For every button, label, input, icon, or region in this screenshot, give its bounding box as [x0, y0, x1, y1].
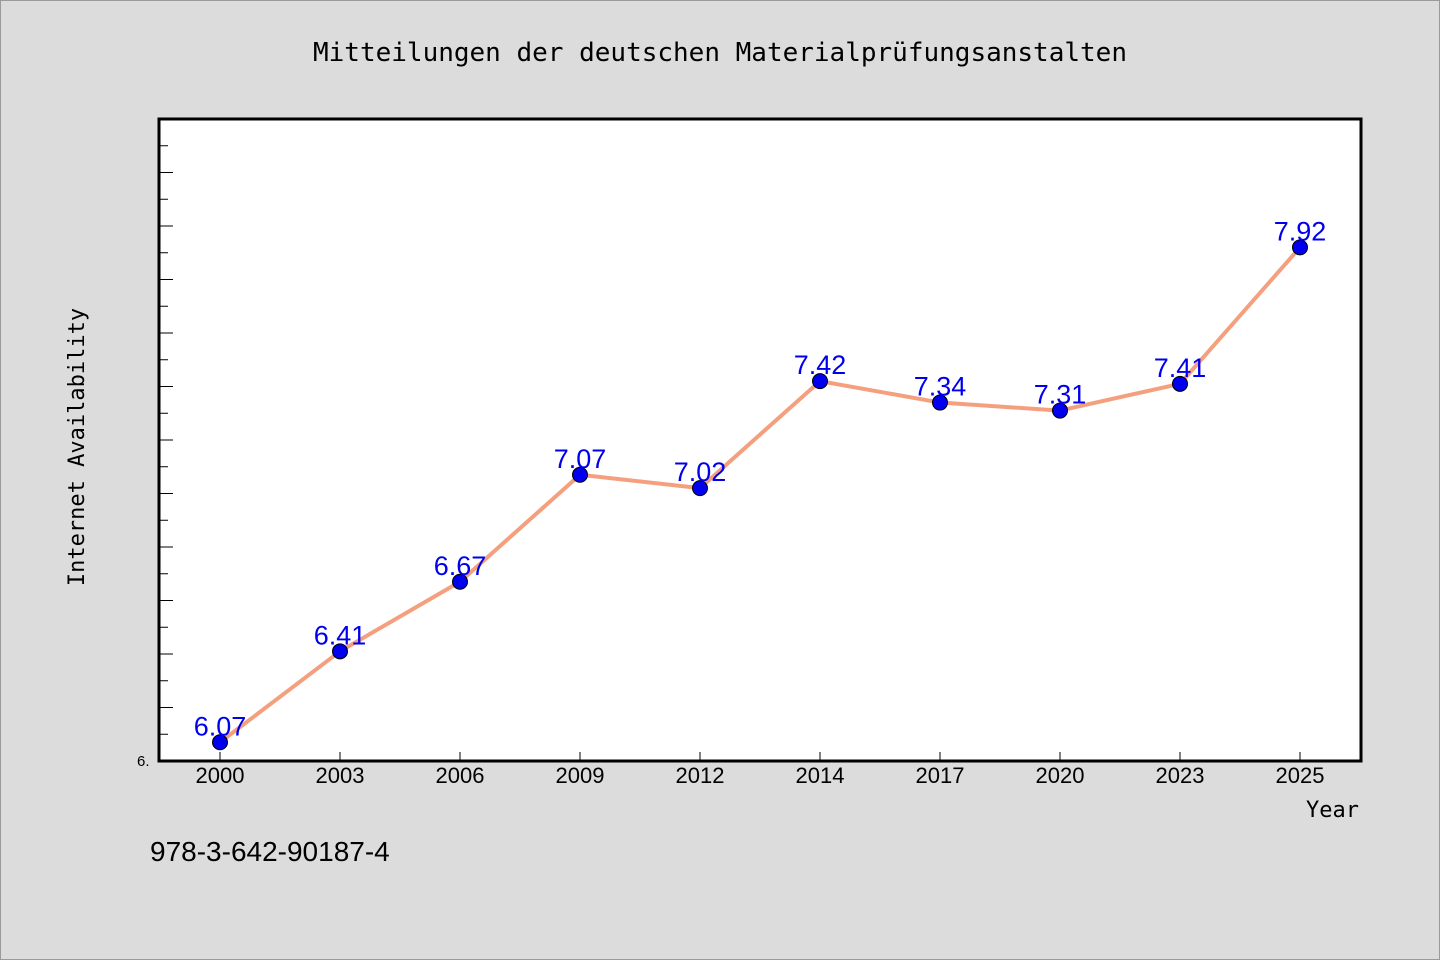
y-axis-ticks	[159, 145, 173, 735]
data-labels-layer: 6.07 6.41 6.67 7.07 7.02 7.42 7.34 7.31 7.41 7.92	[194, 216, 1327, 741]
data-label: 6.67	[434, 551, 487, 581]
data-label: 6.41	[314, 620, 367, 650]
x-tick-label: 2009	[556, 763, 605, 788]
data-label: 7.02	[674, 457, 727, 487]
chart-title: Mitteilungen der deutschen Materialprüfu…	[313, 38, 1127, 68]
data-point	[572, 466, 588, 483]
x-tick-label: 2020	[1036, 763, 1085, 788]
x-tick-label: 2003	[316, 763, 365, 788]
data-label: 7.42	[794, 350, 847, 380]
data-point	[1292, 239, 1308, 256]
x-tick-label: 2012	[676, 763, 725, 788]
data-point	[212, 734, 228, 751]
x-tick-label: 2006	[436, 763, 485, 788]
x-tick-label: 2025	[1276, 763, 1325, 788]
data-label: 6.07	[194, 711, 247, 741]
data-label: 7.31	[1034, 380, 1087, 410]
series-layer	[212, 239, 1308, 751]
x-tick-label: 2023	[1156, 763, 1205, 788]
data-point	[1172, 375, 1188, 392]
x-tick-label: 2014	[796, 763, 845, 788]
data-point	[1052, 402, 1068, 419]
data-label: 7.34	[914, 372, 967, 402]
y-tick-label: 6.	[137, 753, 150, 770]
plot-area	[157, 117, 1363, 763]
x-axis-ticks: 2000 2003 2006 2009 2012 2014 2017 2020 2023 2025	[196, 752, 1325, 788]
x-tick-label: 2000	[196, 763, 245, 788]
data-point	[332, 643, 348, 660]
data-point	[932, 394, 948, 411]
isbn-footer: 978-3-642-90187-4	[150, 836, 390, 867]
x-tick-label: 2017	[916, 763, 965, 788]
data-label: 7.07	[554, 444, 607, 474]
data-point	[452, 573, 468, 590]
y-axis-label: Internet Availability	[65, 308, 90, 586]
series-line	[218, 246, 1302, 744]
data-point	[812, 373, 828, 390]
x-axis-label: Year	[1306, 798, 1359, 823]
data-label: 7.92	[1274, 216, 1327, 246]
data-label: 7.41	[1154, 353, 1207, 383]
data-point	[692, 480, 708, 497]
